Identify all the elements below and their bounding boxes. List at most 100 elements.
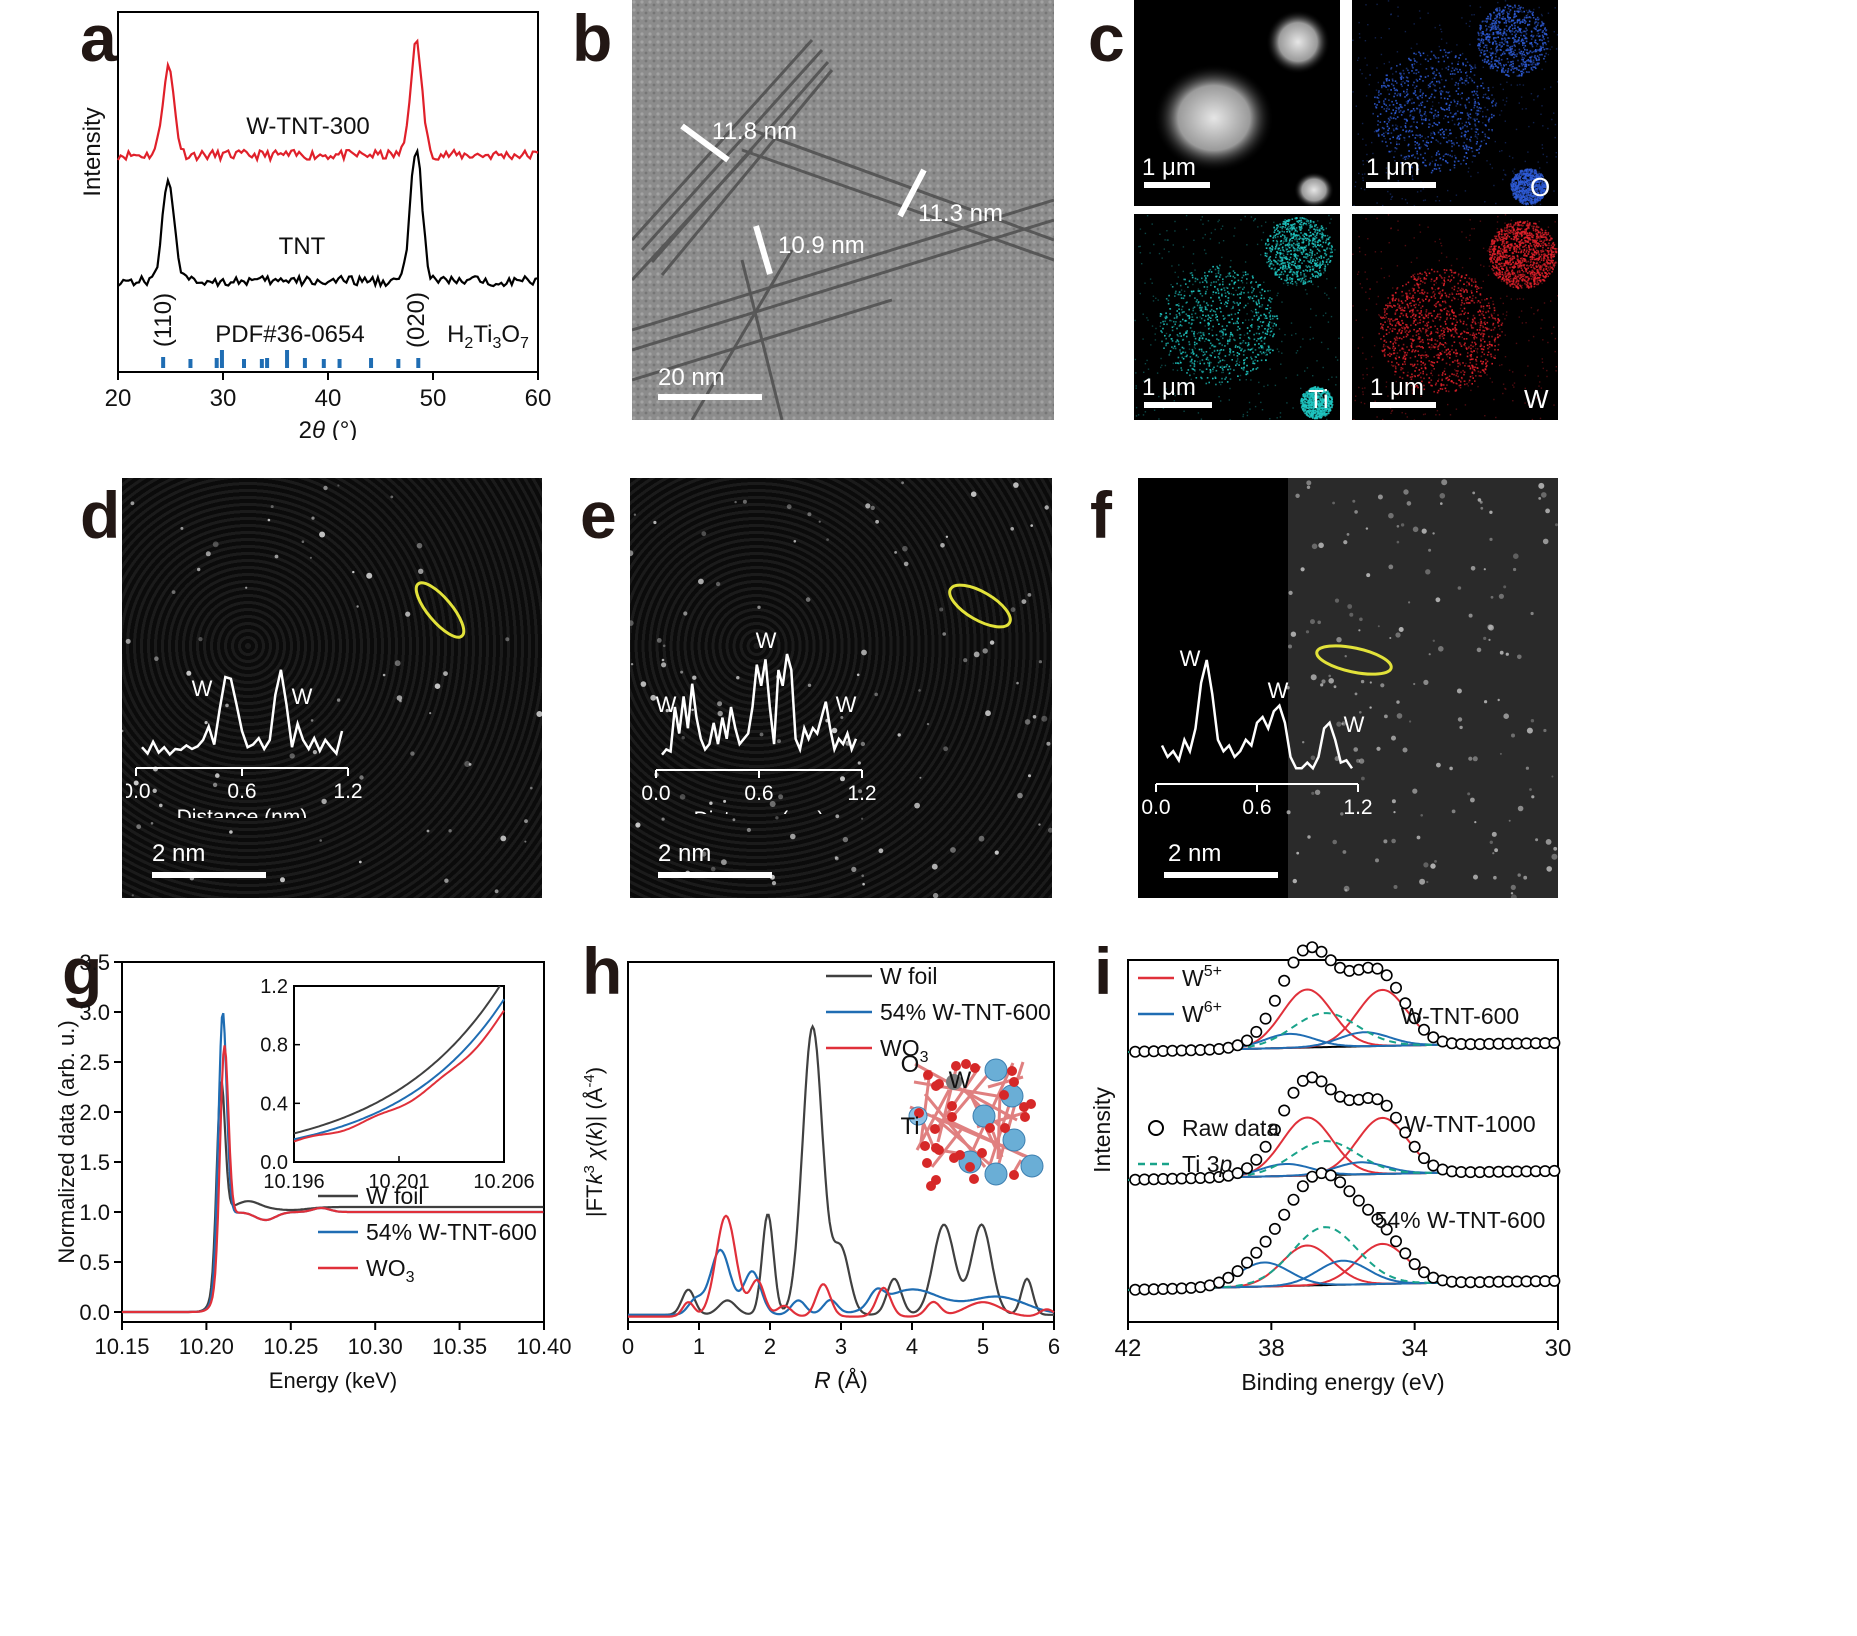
map-pixel xyxy=(1523,195,1526,198)
map-pixel xyxy=(1537,174,1539,176)
map-pixel xyxy=(1224,295,1227,298)
map-pixel xyxy=(1319,388,1321,390)
map-pixel xyxy=(1175,341,1177,343)
map-pixel xyxy=(1419,89,1422,91)
map-pixel xyxy=(1201,370,1203,373)
map-pixel xyxy=(1293,258,1295,260)
map-pixel xyxy=(1323,406,1326,409)
map-pixel xyxy=(1478,39,1481,41)
map-pixel xyxy=(1282,268,1284,270)
map-pixel xyxy=(1324,405,1326,408)
map-pixel xyxy=(1322,407,1325,410)
map-pixel xyxy=(1521,11,1523,13)
map-pixel xyxy=(1546,48,1549,50)
map-pixel xyxy=(1328,394,1331,396)
map-pixel xyxy=(1404,104,1406,107)
map-pixel xyxy=(1328,399,1330,401)
map-pixel xyxy=(1276,251,1278,253)
map-pixel xyxy=(1209,310,1212,313)
map-pixel xyxy=(1534,39,1537,42)
map-pixel xyxy=(1178,308,1180,310)
map-pixel xyxy=(1305,404,1308,407)
map-pixel xyxy=(1290,233,1293,236)
map-pixel xyxy=(1313,388,1315,390)
map-pixel xyxy=(1322,389,1325,391)
map-pixel xyxy=(1218,323,1220,325)
map-pixel xyxy=(1323,389,1326,392)
map-pixel xyxy=(1445,129,1448,131)
map-pixel xyxy=(1185,332,1188,334)
map-pixel xyxy=(1495,48,1497,50)
map-pixel xyxy=(1274,260,1276,263)
map-pixel xyxy=(1319,265,1321,268)
map-pixel xyxy=(1532,50,1535,53)
map-pixel xyxy=(1307,404,1309,406)
map-pixel xyxy=(1275,239,1278,242)
map-pixel xyxy=(1203,334,1205,337)
map-pixel xyxy=(1227,297,1230,299)
map-pixel xyxy=(1413,109,1416,112)
map-pixel xyxy=(1318,264,1320,267)
map-pixel xyxy=(1240,293,1242,295)
map-pixel xyxy=(1208,339,1211,342)
map-pixel xyxy=(1537,187,1539,189)
map-pixel xyxy=(1524,184,1527,186)
reference-line xyxy=(396,359,401,368)
map-pixel xyxy=(1251,318,1254,321)
map-pixel xyxy=(1530,195,1533,198)
map-pixel xyxy=(1532,190,1534,192)
map-pixel xyxy=(1268,324,1270,326)
map-pixel xyxy=(1188,315,1190,317)
map-pixel xyxy=(1507,16,1509,18)
map-pixel xyxy=(1310,308,1312,310)
map-pixel xyxy=(1465,147,1468,150)
map-pixel xyxy=(1319,409,1322,412)
map-pixel xyxy=(1435,57,1437,59)
map-pixel xyxy=(1365,4,1367,6)
map-pixel xyxy=(1413,116,1415,119)
map-pixel xyxy=(1305,275,1307,278)
map-pixel xyxy=(1517,188,1519,190)
map-pixel xyxy=(1397,135,1400,137)
map-pixel xyxy=(1489,13,1491,15)
map-pixel xyxy=(1219,299,1221,301)
map-pixel xyxy=(1529,194,1532,196)
map-pixel xyxy=(1538,173,1540,175)
map-pixel xyxy=(1506,81,1508,83)
map-pixel xyxy=(1185,330,1187,333)
map-pixel xyxy=(1234,277,1236,279)
map-pixel xyxy=(1319,244,1322,246)
map-pixel xyxy=(1287,223,1290,225)
map-pixel xyxy=(1509,17,1511,19)
map-pixel xyxy=(1303,405,1306,407)
map-pixel xyxy=(1281,230,1283,233)
map-pixel xyxy=(1185,283,1187,285)
map-pixel xyxy=(1176,304,1179,306)
map-pixel xyxy=(1484,50,1486,52)
map-pixel xyxy=(1308,399,1311,401)
map-pixel xyxy=(1400,104,1402,106)
map-pixel xyxy=(1191,358,1193,361)
map-pixel xyxy=(1541,34,1544,37)
map-pixel xyxy=(1475,128,1477,130)
map-pixel xyxy=(1283,279,1286,282)
map-pixel xyxy=(1430,66,1432,68)
map-pixel xyxy=(1421,115,1423,117)
map-pixel xyxy=(1531,43,1533,46)
map-pixel xyxy=(1457,100,1459,103)
map-pixel xyxy=(1286,251,1289,253)
map-pixel xyxy=(1541,174,1544,176)
map-pixel xyxy=(1304,256,1307,259)
map-pixel xyxy=(1281,256,1283,259)
map-pixel xyxy=(1414,90,1416,92)
map-pixel xyxy=(1404,198,1407,201)
map-pixel xyxy=(1520,50,1523,53)
map-pixel xyxy=(1525,65,1528,67)
map-pixel xyxy=(1514,34,1517,37)
map-pixel xyxy=(1284,334,1286,336)
map-pixel xyxy=(1534,63,1537,66)
map-pixel xyxy=(1542,24,1545,27)
map-pixel xyxy=(1298,225,1301,228)
map-pixel xyxy=(1312,239,1314,241)
map-pixel xyxy=(1269,348,1272,351)
